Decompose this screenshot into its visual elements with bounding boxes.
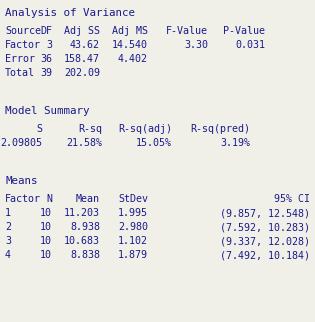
Text: Model Summary: Model Summary: [5, 106, 89, 116]
Text: 2.09805: 2.09805: [0, 138, 42, 148]
Text: 10: 10: [40, 208, 52, 218]
Text: (9.857, 12.548): (9.857, 12.548): [220, 208, 310, 218]
Text: 21.58%: 21.58%: [66, 138, 102, 148]
Text: 0.031: 0.031: [235, 40, 265, 50]
Text: 36: 36: [40, 54, 52, 64]
Text: Adj MS: Adj MS: [112, 26, 148, 36]
Text: P-Value: P-Value: [223, 26, 265, 36]
Text: 2.980: 2.980: [118, 222, 148, 232]
Text: F-Value: F-Value: [166, 26, 208, 36]
Text: (7.592, 10.283): (7.592, 10.283): [220, 222, 310, 232]
Text: Source: Source: [5, 26, 41, 36]
Text: 10: 10: [40, 250, 52, 260]
Text: 43.62: 43.62: [70, 40, 100, 50]
Text: S: S: [36, 124, 42, 134]
Text: (7.492, 10.184): (7.492, 10.184): [220, 250, 310, 260]
Text: R-sq(pred): R-sq(pred): [190, 124, 250, 134]
Text: 3.19%: 3.19%: [220, 138, 250, 148]
Text: (9.337, 12.028): (9.337, 12.028): [220, 236, 310, 246]
Text: 39: 39: [40, 68, 52, 78]
Text: N: N: [46, 194, 52, 204]
Text: 4.402: 4.402: [118, 54, 148, 64]
Text: 202.09: 202.09: [64, 68, 100, 78]
Text: Analysis of Variance: Analysis of Variance: [5, 8, 135, 18]
Text: Mean: Mean: [76, 194, 100, 204]
Text: Factor: Factor: [5, 194, 41, 204]
Text: 15.05%: 15.05%: [136, 138, 172, 148]
Text: 3: 3: [46, 40, 52, 50]
Text: 8.838: 8.838: [70, 250, 100, 260]
Text: 4: 4: [5, 250, 11, 260]
Text: Means: Means: [5, 176, 37, 186]
Text: 3.30: 3.30: [184, 40, 208, 50]
Text: 1: 1: [5, 208, 11, 218]
Text: 11.203: 11.203: [64, 208, 100, 218]
Text: Total: Total: [5, 68, 35, 78]
Text: 10: 10: [40, 236, 52, 246]
Text: R-sq: R-sq: [78, 124, 102, 134]
Text: 95% CI: 95% CI: [274, 194, 310, 204]
Text: Adj SS: Adj SS: [64, 26, 100, 36]
Text: StDev: StDev: [118, 194, 148, 204]
Text: 10.683: 10.683: [64, 236, 100, 246]
Text: 10: 10: [40, 222, 52, 232]
Text: 14.540: 14.540: [112, 40, 148, 50]
Text: DF: DF: [40, 26, 52, 36]
Text: 2: 2: [5, 222, 11, 232]
Text: 1.879: 1.879: [118, 250, 148, 260]
Text: 3: 3: [5, 236, 11, 246]
Text: 1.102: 1.102: [118, 236, 148, 246]
Text: Factor: Factor: [5, 40, 41, 50]
Text: 8.938: 8.938: [70, 222, 100, 232]
Text: R-sq(adj): R-sq(adj): [118, 124, 172, 134]
Text: 158.47: 158.47: [64, 54, 100, 64]
Text: 1.995: 1.995: [118, 208, 148, 218]
Text: Error: Error: [5, 54, 35, 64]
